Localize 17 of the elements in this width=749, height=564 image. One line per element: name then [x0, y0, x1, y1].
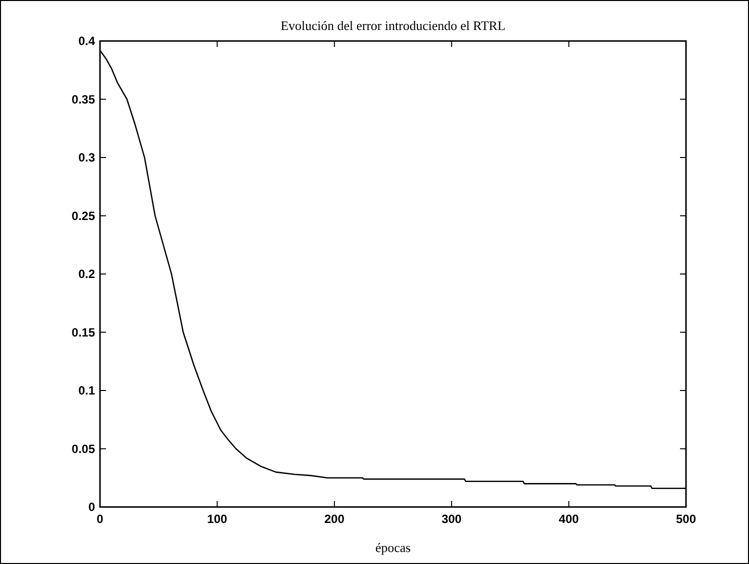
y-tick-label: 0 — [88, 500, 96, 514]
x-tick-label: 500 — [676, 512, 696, 526]
x-tick-label: 300 — [442, 512, 462, 526]
x-axis-title: épocas — [375, 540, 411, 555]
chart-title: Evolución del error introduciendo el RTRL — [280, 18, 506, 33]
y-tick-label: 0.2 — [78, 267, 96, 281]
y-tick-label: 0.25 — [72, 208, 96, 223]
x-tick-label: 400 — [558, 512, 580, 526]
y-tick-label: 0.3 — [78, 150, 96, 164]
y-tick-label: 0.15 — [72, 325, 96, 340]
y-tick-label: 0.05 — [72, 442, 96, 456]
x-tick-label: 200 — [324, 512, 345, 526]
y-tick-label: 0.1 — [78, 384, 96, 398]
x-tick-label: 100 — [207, 512, 228, 526]
x-tick-label: 0 — [96, 512, 104, 526]
y-tick-label: 0.4 — [78, 34, 96, 48]
y-tick-label: 0.35 — [72, 92, 96, 106]
